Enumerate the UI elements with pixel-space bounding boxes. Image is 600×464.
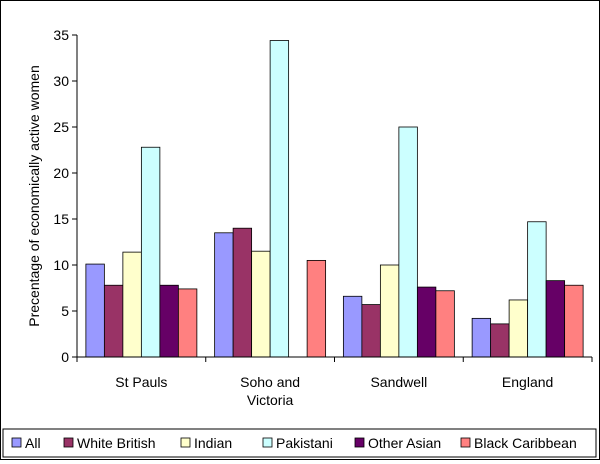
bar-all-2 [342, 295, 363, 358]
bar-all-0 [85, 263, 105, 358]
bar-black-caribbean-3 [564, 284, 584, 358]
bar-all-3 [471, 317, 492, 358]
x-tick-label: Soho and [240, 374, 300, 390]
bar-pakistani-2 [398, 126, 418, 358]
bar-indian-2 [379, 264, 400, 358]
y-axis-label: Precentage of economically active women [26, 65, 42, 326]
bar-black-caribbean-0 [177, 288, 198, 358]
y-tick-label: 35 [53, 27, 69, 43]
bar-all-1 [214, 232, 234, 358]
bar-white-british-1 [232, 227, 253, 358]
bar-white-british-0 [103, 284, 124, 358]
bar-black-caribbean-1 [306, 259, 327, 358]
legend: All White British Indian Pakistani Other Asi… [2, 428, 597, 458]
legend-box [2, 428, 597, 458]
bar-white-british-2 [361, 304, 381, 358]
x-tick-label: Sandwell [370, 374, 427, 390]
y-tick-label: 0 [61, 349, 69, 365]
y-tick-label: 15 [53, 211, 69, 227]
x-tick-label: England [502, 374, 553, 390]
legend-label: Pakistani [276, 435, 333, 451]
bar-indian-3 [508, 299, 529, 358]
bar-pakistani-0 [140, 146, 161, 358]
bar-black-caribbean-2 [435, 290, 455, 358]
bar-other-asian-0 [159, 284, 179, 358]
y-tick-label: 25 [53, 119, 69, 135]
legend-label: Black Caribbean [474, 435, 577, 451]
legend-label: Indian [194, 435, 232, 451]
legend-label: White British [77, 435, 156, 451]
y-tick-label: 20 [53, 165, 69, 181]
legend-swatch [63, 437, 74, 448]
legend-swatch [460, 437, 471, 448]
bar-pakistani-1 [269, 40, 290, 358]
legend-swatch [180, 437, 191, 448]
y-tick-label: 30 [53, 73, 69, 89]
bar-white-british-3 [490, 323, 510, 358]
bar-other-asian-3 [545, 280, 566, 358]
legend-label: All [25, 435, 41, 451]
x-tick-label: Victoria [247, 392, 294, 408]
bar-indian-0 [122, 251, 142, 358]
bar-other-asian-2 [416, 286, 437, 358]
bar-pakistani-3 [527, 221, 547, 358]
legend-label: Other Asian [368, 435, 441, 451]
y-tick-label: 10 [53, 257, 69, 273]
bar-indian-1 [251, 250, 271, 358]
y-tick-label: 5 [61, 303, 69, 319]
legend-swatch [354, 437, 365, 448]
x-tick-label: St Pauls [115, 374, 167, 390]
legend-swatch [11, 437, 22, 448]
legend-swatch [262, 437, 273, 448]
